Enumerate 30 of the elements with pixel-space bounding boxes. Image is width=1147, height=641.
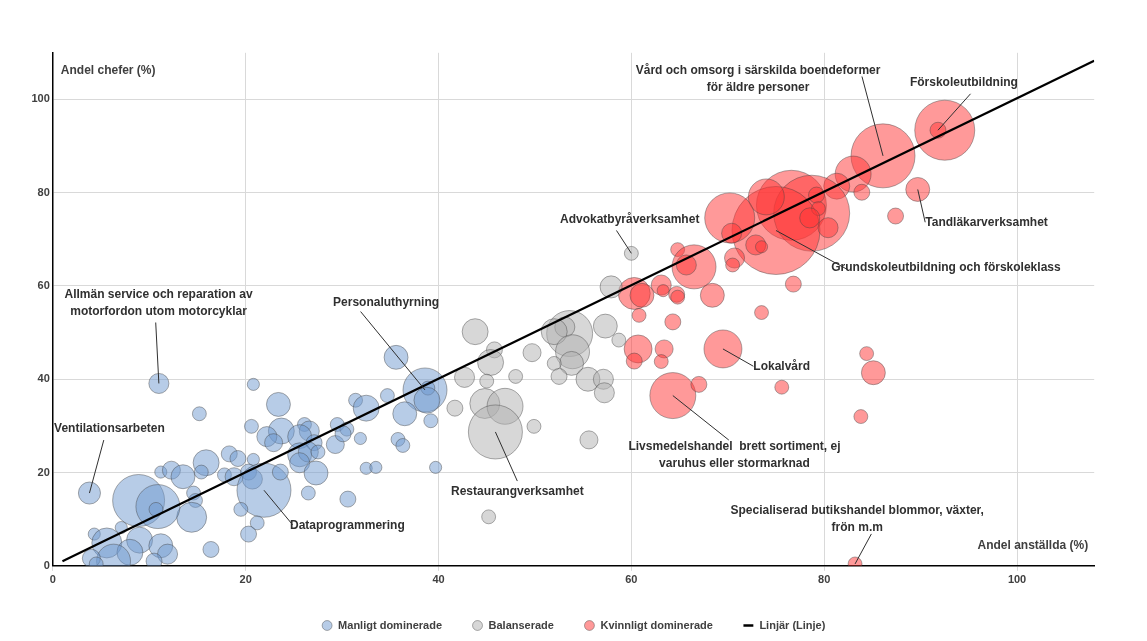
x-tick-label: 20 xyxy=(239,573,252,586)
annotation: Livsmedelshandel brett sortiment, ej varuhus eller stormarknad xyxy=(628,438,841,470)
y-tick-label: 20 xyxy=(37,465,50,478)
annotation: Dataprogrammering xyxy=(290,518,405,533)
annotation: Ventilationsarbeten xyxy=(54,421,165,436)
y-tick-label: 0 xyxy=(43,558,50,571)
y-axis-title: Andel chefer (%) xyxy=(60,63,156,78)
annotation: Grundskoleutbildning och förskoleklass xyxy=(831,260,1061,275)
annotation: Vård och omsorg i särskilda boendeformer för äldre personer xyxy=(635,63,881,95)
x-axis-title: Andel anställda (%) xyxy=(977,538,1089,553)
y-tick-label: 40 xyxy=(37,372,50,385)
annotation: Restaurangverksamhet xyxy=(450,484,584,499)
legend-label: Linjär (Linje) xyxy=(759,618,826,631)
legend-label: Balanserade xyxy=(488,618,554,631)
x-tick-label: 40 xyxy=(432,573,445,586)
y-tick-label: 60 xyxy=(37,279,50,292)
legend-label: Manligt dominerade xyxy=(338,618,443,631)
x-tick-label: 100 xyxy=(1007,573,1027,586)
annotation: Förskoleutbildning xyxy=(909,75,1018,90)
annotation: Personaluthyrning xyxy=(333,294,440,309)
annotation: Lokalvård xyxy=(753,358,811,373)
annotation: Allmän service och reparation av motorfordon utom motorcyklar xyxy=(64,286,253,318)
y-tick-label: 100 xyxy=(31,92,50,105)
annotation: Advokatbyråverksamhet xyxy=(559,211,700,226)
legend-label: Kvinnligt dominerade xyxy=(600,618,713,631)
y-tick-label: 80 xyxy=(37,185,50,198)
annotation: Tandläkarverksamhet xyxy=(925,214,1048,229)
x-tick-label: 60 xyxy=(625,573,638,586)
annotation: Specialiserad butikshandel blommor, växter, frön m.m xyxy=(730,502,984,534)
x-tick-label: 80 xyxy=(818,573,831,586)
